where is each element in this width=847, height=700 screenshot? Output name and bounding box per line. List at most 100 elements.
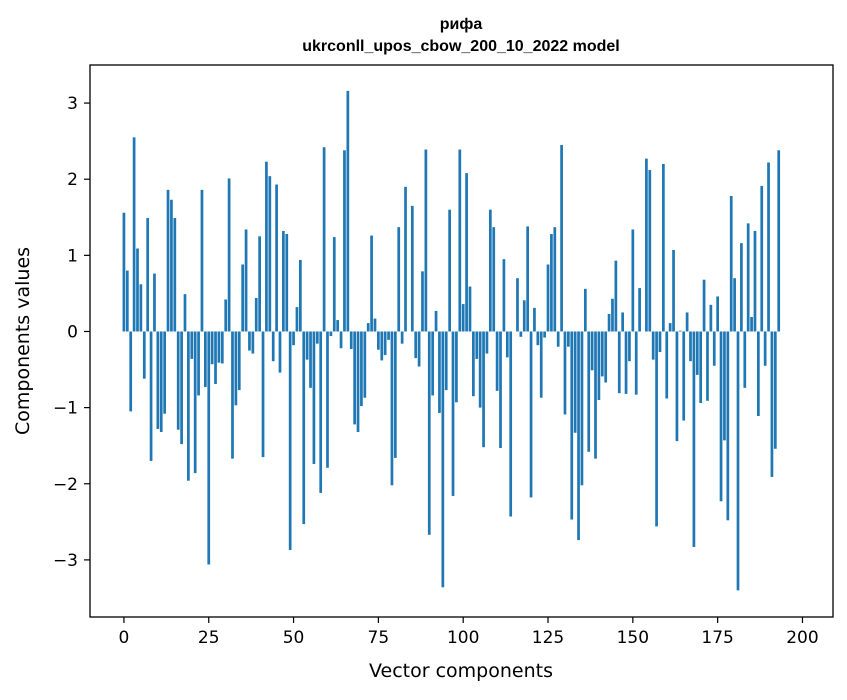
bar: [617, 331, 621, 394]
bar: [343, 150, 346, 332]
bar: [373, 318, 377, 332]
bar: [444, 331, 448, 391]
bar: [553, 227, 557, 332]
bar: [366, 323, 370, 332]
bar: [495, 331, 499, 391]
bar: [536, 331, 540, 346]
bar: [655, 331, 658, 527]
bar: [740, 243, 743, 332]
bar: [438, 331, 441, 413]
bar: [662, 163, 665, 332]
bar: [149, 331, 153, 461]
plot-frame: [89, 64, 834, 618]
bar: [207, 331, 211, 565]
bar: [326, 331, 329, 468]
bar: [353, 331, 356, 425]
bar: [624, 331, 628, 394]
bar: [146, 218, 150, 332]
bar: [434, 310, 438, 332]
bar: [244, 229, 248, 332]
bar: [648, 170, 652, 332]
x-tick-label: 150: [617, 628, 649, 648]
y-tick-label: −2: [53, 475, 78, 495]
bar: [533, 307, 536, 332]
bar: [210, 331, 214, 365]
bar: [712, 331, 716, 366]
bar: [139, 284, 143, 332]
bar: [475, 331, 479, 359]
bar: [499, 331, 502, 448]
bar: [322, 147, 326, 332]
x-tick-label: 50: [283, 628, 305, 648]
bar: [163, 331, 166, 414]
bar: [607, 313, 611, 332]
bar: [577, 331, 580, 541]
bar: [275, 184, 278, 332]
y-tick-label: −3: [53, 551, 78, 571]
bar: [519, 331, 523, 337]
bar: [743, 331, 747, 388]
bar: [271, 331, 275, 362]
bar: [672, 250, 675, 332]
bar: [709, 304, 713, 332]
bar: [248, 331, 251, 351]
bar: [312, 331, 316, 464]
bar: [387, 331, 390, 340]
bar: [757, 331, 760, 416]
bar: [746, 223, 750, 332]
x-ticks-group: 0 25 50 75 100 125 150 175 200: [119, 617, 819, 648]
bar: [298, 259, 302, 332]
bar: [448, 209, 451, 332]
bar: [315, 331, 319, 344]
bar: [200, 189, 204, 332]
bar: [634, 331, 638, 395]
bar: [505, 331, 509, 358]
bar: [190, 331, 194, 359]
bar: [227, 178, 231, 332]
bar: [441, 331, 445, 588]
chart-title-line1: рифа: [440, 16, 483, 33]
bar: [594, 331, 597, 459]
x-tick-label: 75: [368, 628, 390, 648]
bar: [675, 331, 679, 442]
y-axis-label: Components values: [12, 247, 34, 435]
bar: [614, 260, 618, 332]
bar: [187, 331, 190, 481]
bar: [129, 331, 133, 412]
bar: [370, 235, 373, 332]
bar: [658, 331, 662, 353]
bar: [695, 331, 699, 375]
y-tick-label: 0: [67, 322, 78, 342]
bar: [651, 331, 655, 360]
bar: [567, 331, 570, 347]
bar: [570, 331, 574, 520]
bar: [716, 296, 720, 332]
bar: [468, 286, 472, 332]
bar: [482, 331, 485, 448]
bar: [349, 331, 353, 349]
bar: [628, 331, 631, 362]
x-tick-label: 25: [198, 628, 220, 648]
bar: [220, 331, 224, 364]
bar: [526, 226, 530, 332]
bar: [773, 331, 777, 449]
bar: [377, 331, 380, 350]
bar: [685, 312, 689, 332]
bar: [393, 331, 397, 458]
bar: [288, 331, 292, 550]
bar: [509, 331, 513, 517]
bar: [522, 300, 526, 332]
bar: [156, 331, 160, 429]
bar: [251, 331, 255, 354]
bar: [153, 273, 156, 332]
bar: [604, 331, 608, 383]
bar: [706, 331, 709, 401]
bar: [461, 304, 465, 332]
bar: [231, 331, 234, 459]
bar: [404, 186, 407, 332]
bar: [282, 230, 285, 332]
bar: [410, 205, 414, 332]
bar: [193, 331, 197, 474]
bar: [621, 312, 625, 332]
bar: [166, 189, 170, 332]
